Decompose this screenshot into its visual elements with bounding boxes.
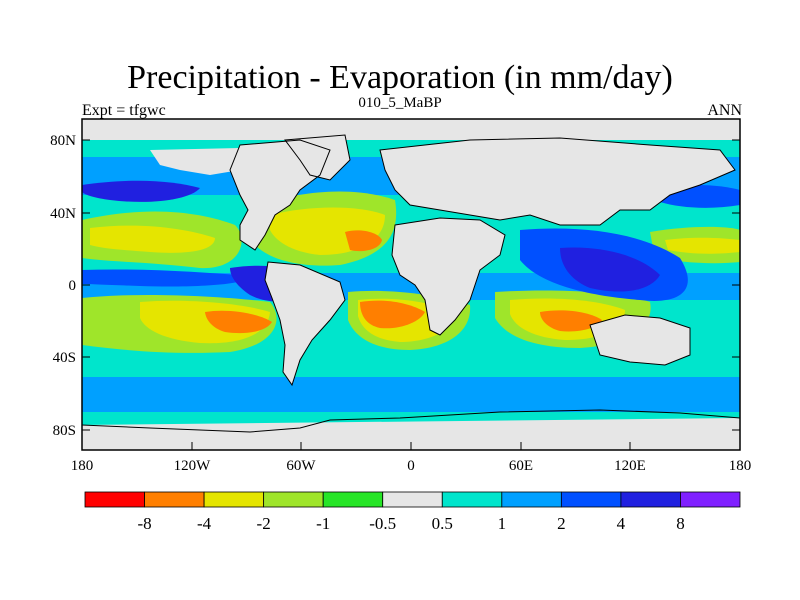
lat-label-0: 0 — [69, 278, 77, 294]
arctic-ice — [82, 119, 740, 140]
lon-ticks — [81, 442, 741, 450]
maritime-continent-wet — [560, 247, 660, 292]
south-america — [265, 262, 345, 385]
colorbar-label: 2 — [557, 514, 566, 533]
colorbar-swatch — [441, 491, 503, 508]
north-atlantic-dry3 — [345, 230, 382, 252]
lat-label-80s: 80S — [53, 423, 76, 439]
coast-antarctica — [82, 409, 740, 433]
north-pacific-east-dry2 — [90, 225, 215, 253]
experiment-subtitle: 010_5_MaBP — [358, 95, 442, 111]
north-pacific-west-dry2 — [665, 237, 740, 254]
colorbar-swatch — [680, 491, 741, 508]
greenland — [285, 135, 350, 180]
lat-label-40n: 40N — [50, 206, 76, 222]
alaska-canada — [150, 148, 240, 175]
coast-south-america — [264, 261, 346, 387]
colorbar-label: 4 — [617, 514, 626, 533]
colorbar-swatch — [144, 491, 205, 508]
coast-australia — [589, 314, 691, 366]
south-atlantic-dry3 — [360, 300, 425, 329]
field-layer — [82, 119, 740, 450]
coast-north-america — [229, 139, 331, 251]
colorbar-swatch — [263, 491, 324, 508]
pacific-itcz — [82, 269, 250, 287]
lon-label-180e: 180 — [729, 458, 752, 474]
lon-label-180w: 180 — [71, 458, 94, 474]
eurasia — [380, 138, 735, 225]
season-label: ANN — [707, 102, 742, 119]
colorbar-labels: -8 -4 -2 -1 -0.5 0.5 1 2 4 8 — [137, 514, 684, 533]
colorbar-label: -0.5 — [369, 514, 396, 533]
australia — [590, 315, 690, 365]
africa — [392, 218, 505, 335]
colorbar-label: -1 — [316, 514, 330, 533]
coast-greenland — [284, 134, 351, 181]
colorbar-label: -2 — [257, 514, 271, 533]
page-title: Precipitation - Evaporation (in mm/day) — [127, 59, 673, 96]
colorbar-swatch — [84, 491, 145, 508]
colorbar-swatch — [322, 491, 384, 508]
colorbar — [84, 491, 741, 508]
experiment-label: Expt = tfgwc — [82, 102, 166, 119]
lon-label-0: 0 — [407, 458, 415, 474]
colorbar-swatch — [382, 491, 443, 508]
coastlines — [82, 134, 740, 433]
lat-label-80n: 80N — [50, 133, 76, 149]
coast-africa — [391, 217, 506, 336]
lon-label-60e: 60E — [509, 458, 533, 474]
south-pacific-dry3 — [205, 310, 272, 334]
colorbar-label: -8 — [137, 514, 151, 533]
lat-ticks — [82, 139, 740, 431]
colorbar-label: -4 — [197, 514, 212, 533]
lon-label-120e: 120E — [614, 458, 646, 474]
colorbar-label: 0.5 — [432, 514, 453, 533]
south-indian-dry3 — [540, 310, 602, 332]
lon-label-60w: 60W — [286, 458, 316, 474]
colorbar-swatch — [203, 491, 265, 508]
colorbar-swatch — [560, 491, 622, 508]
colorbar-swatch — [501, 491, 562, 508]
colorbar-label: 8 — [676, 514, 685, 533]
north-pacific-storm — [82, 180, 200, 202]
lat-label-40s: 40S — [53, 350, 76, 366]
colorbar-label: 1 — [498, 514, 507, 533]
lon-label-120w: 120W — [174, 458, 212, 474]
colorbar-swatch — [620, 491, 681, 508]
antarctica — [82, 418, 740, 450]
coast-eurasia — [379, 137, 736, 226]
